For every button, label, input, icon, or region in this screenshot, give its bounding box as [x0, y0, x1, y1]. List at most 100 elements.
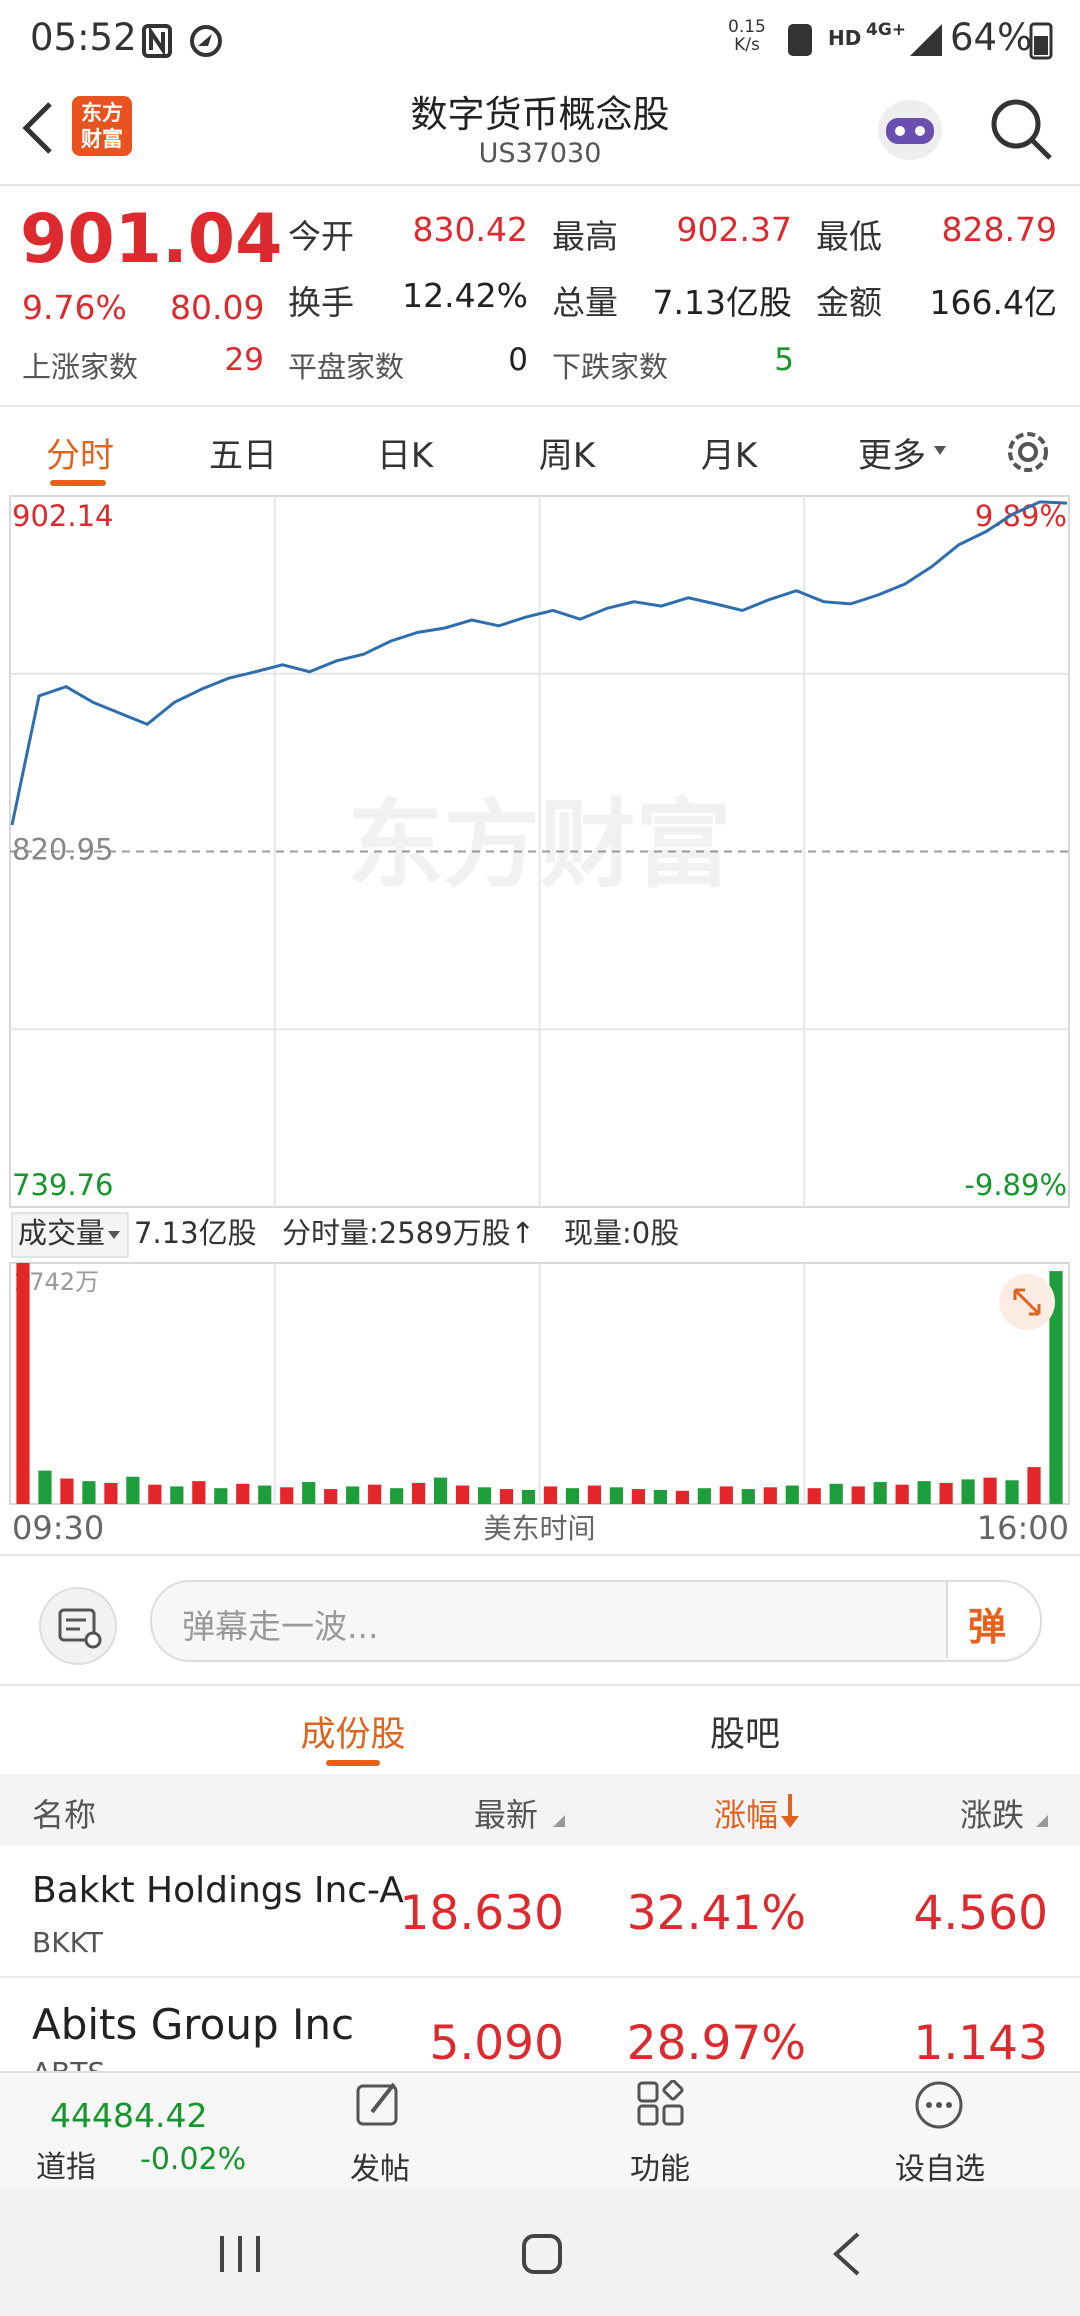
- volume-bar: [434, 1477, 448, 1504]
- breadth-label: 平盘家数: [288, 350, 405, 384]
- sub-tab[interactable]: 成份股: [300, 1715, 406, 1755]
- volume-total: 7.13亿股: [134, 1216, 257, 1250]
- row[interactable]: [0, 1846, 1080, 1978]
- stock-change: 1.143: [913, 2016, 1048, 2071]
- home-button[interactable]: [522, 2234, 562, 2274]
- net-speed: 0.15 K/s: [728, 18, 766, 54]
- sub-tab-indicator: [326, 1760, 380, 1766]
- breadth-value: 29: [224, 342, 264, 378]
- volume-bar: [1005, 1480, 1019, 1504]
- page-title: 数字货币概念股: [410, 93, 670, 136]
- volume-bar: [521, 1489, 536, 1504]
- back-button[interactable]: [18, 100, 58, 156]
- x-axis-label: 09:30: [12, 1509, 104, 1547]
- volume-bar: [983, 1477, 997, 1504]
- volume-bar: [412, 1482, 426, 1504]
- column-header[interactable]: 涨跌: [959, 1796, 1024, 1834]
- bottom-action[interactable]: 发帖: [350, 2152, 410, 2187]
- minute-volume: 分时量:2589万股↑: [282, 1216, 535, 1250]
- volume-bar: [719, 1486, 733, 1504]
- net-speed-unit: K/s: [734, 35, 760, 55]
- comment-list-button[interactable]: [38, 1586, 118, 1666]
- logo-text: 东方: [81, 101, 123, 125]
- volume-bar: [499, 1489, 514, 1504]
- stock-code: US37030: [478, 138, 602, 169]
- stock-name: Bakkt Holdings Inc-A: [32, 1870, 404, 1911]
- x-axis-label: 16:00: [977, 1509, 1069, 1547]
- y-tick-label: 820.95: [12, 833, 113, 867]
- last-price: 901.04: [20, 200, 283, 279]
- field-value: 7.13亿股: [652, 283, 792, 322]
- system-nav: [0, 2186, 1080, 2316]
- volume-bar: [38, 1470, 52, 1504]
- volume-bar: [961, 1479, 975, 1504]
- recent-apps[interactable]: [220, 2236, 260, 2272]
- stock-code: BKKT: [32, 1926, 103, 1959]
- volume-bar: [939, 1482, 953, 1504]
- volume-bar: [785, 1485, 799, 1504]
- y2-tick-label: 9.89%: [975, 499, 1067, 533]
- signal-icon: [910, 24, 942, 56]
- period-tab[interactable]: 日K: [376, 436, 434, 476]
- column-header[interactable]: 涨幅: [713, 1796, 778, 1834]
- field-value: 12.42%: [402, 276, 528, 315]
- back-nav[interactable]: [833, 2232, 860, 2276]
- field-label: 总量: [552, 283, 618, 322]
- volume-bar: [697, 1488, 711, 1504]
- app-logo[interactable]: 东方 财富: [72, 96, 132, 156]
- watchlist-icon: [915, 2081, 963, 2129]
- status-time: 05:52: [30, 16, 137, 59]
- stock-change-pct: 28.97%: [626, 2016, 806, 2071]
- volume-bar: [851, 1486, 865, 1504]
- comment-input[interactable]: [150, 1580, 1042, 1662]
- net-speed-value: 0.15: [728, 17, 766, 37]
- divider: [0, 405, 1080, 407]
- period-tab[interactable]: 五日: [209, 436, 277, 476]
- field-label: 最低: [816, 217, 882, 256]
- volume-bar: [1049, 1271, 1063, 1504]
- field-value: 830.42: [412, 210, 528, 249]
- x-axis-label: 美东时间: [483, 1512, 595, 1545]
- index-value: 44484.42: [50, 2096, 208, 2135]
- index-name[interactable]: 道指: [36, 2150, 96, 2185]
- field-label: 今开: [288, 217, 354, 256]
- bottom-action[interactable]: 设自选: [895, 2152, 985, 2187]
- network-indicator: 4G+: [866, 20, 907, 40]
- column-header[interactable]: 最新: [473, 1796, 538, 1834]
- intraday-chart: 东方财富 739.76 820.95 902.14 -9.89% 9.89% 成交量 7.13…: [9, 495, 1070, 1547]
- battery-level: 64%: [950, 16, 1033, 59]
- comment-placeholder: 弹幕走一波...: [182, 1607, 379, 1646]
- period-tab[interactable]: 周K: [538, 436, 596, 476]
- sub-tab[interactable]: 股吧: [709, 1715, 780, 1755]
- current-volume: 现量:0股: [564, 1216, 679, 1250]
- volume-bar: [258, 1485, 272, 1504]
- bottom-action[interactable]: 功能: [630, 2152, 690, 2187]
- volume-bar: [16, 1263, 30, 1504]
- volume-bar: [104, 1482, 118, 1504]
- volume-bar: [192, 1481, 206, 1504]
- sort-icon: [553, 1815, 565, 1827]
- volume-bar: [214, 1488, 228, 1504]
- assistant-avatar[interactable]: [872, 92, 948, 164]
- danmaku-button[interactable]: [946, 1582, 1040, 1658]
- volume-bar: [609, 1487, 624, 1504]
- volume-bar: [653, 1489, 667, 1504]
- volume-selector[interactable]: [11, 1212, 129, 1258]
- change-percent: 9.76%: [22, 288, 127, 327]
- volume-bar: [82, 1481, 96, 1504]
- volume-bar: [324, 1489, 338, 1504]
- period-tab[interactable]: 分时: [46, 436, 114, 476]
- field-value: 828.79: [941, 210, 1057, 249]
- breadth-label: 下跌家数: [552, 350, 669, 384]
- search-button[interactable]: [988, 96, 1054, 162]
- change-amount: 80.09: [170, 288, 265, 327]
- stock-price: 18.630: [399, 1886, 564, 1941]
- column-header[interactable]: 名称: [32, 1796, 97, 1834]
- period-tab[interactable]: 更多: [858, 436, 926, 476]
- volume-bar: [873, 1482, 887, 1504]
- period-tab[interactable]: 月K: [700, 436, 758, 476]
- volume-bar: [477, 1487, 492, 1504]
- sort-arrow: [788, 1794, 792, 1822]
- settings-button[interactable]: [1000, 424, 1056, 480]
- bottom-bar: [0, 2071, 1080, 2188]
